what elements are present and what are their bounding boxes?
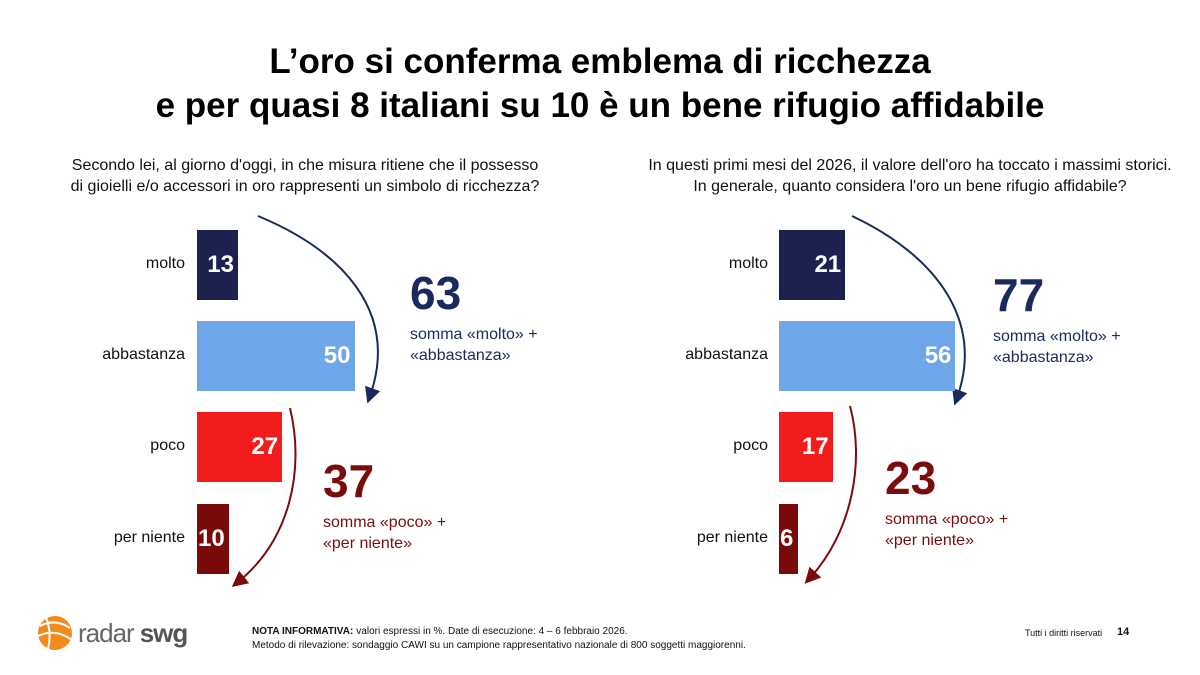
sum-text-line: «per niente» (323, 535, 412, 552)
value-label: 50 (323, 342, 351, 369)
rights: Tutti i diritti riservati (1025, 628, 1103, 638)
value-label: 56 (924, 342, 952, 369)
sum-text-line: «per niente» (885, 532, 974, 549)
question: Secondo lei, al giorno d'oggi, in che mi… (55, 155, 555, 197)
category-label: poco (150, 437, 185, 454)
sum-value: 37 (323, 455, 375, 507)
title-line: L’oro si conferma emblema di ricchezza (269, 42, 931, 81)
value-label: 10 (198, 525, 225, 552)
question-line: Secondo lei, al giorno d'oggi, in che mi… (71, 157, 539, 174)
logo-word: swg (139, 618, 189, 648)
sum-text: somma «molto» + «abbastanza» (993, 326, 1121, 368)
question-line: di gioielli e/o accessori in oro rappres… (70, 178, 540, 195)
bar (779, 504, 798, 574)
sum-text: somma «poco» + «per niente» (323, 512, 446, 554)
category-label: per niente (113, 529, 185, 546)
note-line: NOTA INFORMATIVA: valori espressi in %. D… (252, 625, 746, 639)
logo-icon (37, 616, 73, 650)
bar (779, 230, 846, 300)
question: In questi primi mesi del 2026, il valore… (630, 155, 1190, 197)
category-label: per niente (696, 529, 768, 546)
note-method: Metodo di rilevazione: sondaggio CAWI su… (252, 640, 746, 651)
arrow (851, 215, 968, 406)
sum-value: 77 (993, 269, 1045, 321)
value-label: 6 (780, 525, 794, 552)
arrow (231, 407, 297, 588)
sum-value: 23 (885, 452, 937, 504)
title: L’oro si conferma emblema di ricchezza e … (0, 40, 1200, 128)
arrow (804, 405, 857, 584)
value-label: 21 (814, 251, 842, 278)
value-label: 17 (801, 433, 829, 460)
category-label: molto (728, 255, 768, 272)
title-line: e per quasi 8 italiani su 10 è un bene r… (155, 86, 1045, 125)
sum-text-line: somma «poco» + (323, 514, 447, 531)
note-text: valori espressi in %. Date di esecuzione… (356, 626, 628, 637)
category-label: poco (733, 437, 768, 454)
sum-text: somma «poco» + «per niente» (885, 509, 1008, 551)
sum-text-line: somma «molto» + (410, 326, 538, 343)
bar (779, 321, 956, 391)
sum-value: 63 (410, 267, 462, 319)
sum-text-line: «abbastanza» (993, 349, 1094, 366)
category-label: abbastanza (102, 346, 185, 363)
value-label: 13 (207, 251, 234, 278)
question-line: In generale, quanto considera l'oro un b… (693, 178, 1127, 195)
category-label: abbastanza (685, 346, 768, 363)
sum-text-line: somma «poco» + (885, 511, 1009, 528)
bar (779, 412, 833, 482)
category-label: molto (145, 255, 185, 272)
question-line: In questi primi mesi del 2026, il valore… (648, 157, 1172, 174)
note-label: NOTA INFORMATIVA: (252, 626, 354, 637)
sum-text: somma «molto» + «abbastanza» (410, 324, 538, 366)
logo: radar swg (78, 618, 189, 649)
sum-text-line: somma «molto» + (993, 328, 1121, 345)
value-label: 27 (251, 433, 279, 460)
bar (197, 504, 229, 574)
bar (197, 321, 355, 391)
logo-word: radar (78, 618, 135, 648)
note: NOTA INFORMATIVA: valori espressi in %. D… (252, 625, 746, 653)
bar (197, 412, 283, 482)
sum-text-line: «abbastanza» (410, 347, 511, 364)
bar (197, 230, 238, 300)
arrow (257, 215, 381, 404)
page-number: 14 (1117, 626, 1130, 638)
